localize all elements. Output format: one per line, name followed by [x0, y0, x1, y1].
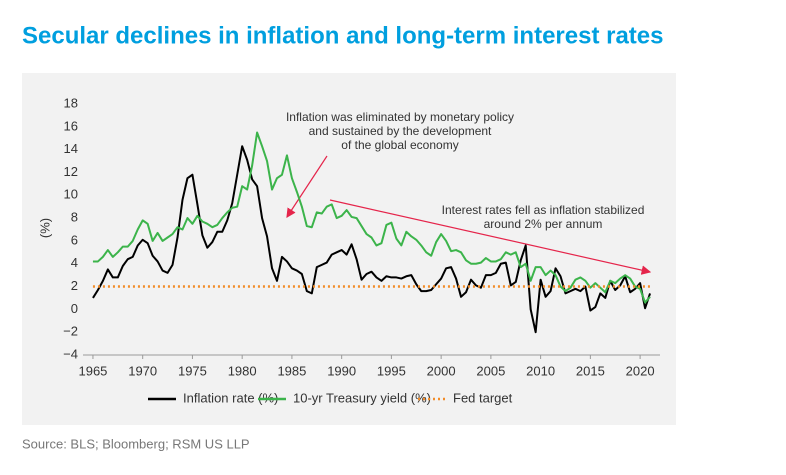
x-tick-label: 2015 — [576, 363, 605, 378]
annotation: Inflation was eliminated by monetary pol… — [286, 110, 514, 124]
y-tick-label: 14 — [64, 141, 78, 156]
y-tick-label: 12 — [64, 164, 78, 179]
legend-label: 10-yr Treasury yield (%) — [293, 390, 431, 405]
source: Source: BLS; Bloomberg; RSM US LLP — [22, 436, 250, 451]
series-line — [92, 131, 651, 304]
y-tick-label: 8 — [71, 210, 78, 225]
legend-label: Inflation rate (%) — [183, 390, 278, 405]
y-tick-label: 0 — [71, 301, 78, 316]
y-tick-label: 10 — [64, 187, 78, 202]
arrow — [286, 155, 328, 219]
x-tick-label: 1965 — [78, 363, 107, 378]
y-tick-label: 18 — [64, 95, 78, 110]
x-tick-label: 1990 — [327, 363, 356, 378]
y-axis-label: (%) — [37, 218, 52, 238]
y-tick-label: −4 — [63, 346, 78, 361]
y-tick-label: 6 — [71, 232, 78, 247]
x-tick-label: 1970 — [128, 363, 157, 378]
y-tick-label: 4 — [71, 255, 78, 270]
legend-label: Fed target — [453, 390, 513, 405]
chart-title: Secular declines in inflation and long-t… — [22, 22, 663, 49]
x-tick-label: 1995 — [377, 363, 406, 378]
x-tick-label: 1975 — [178, 363, 207, 378]
arrow — [329, 199, 652, 275]
annotation: of the global economy — [341, 138, 458, 152]
annotation: Interest rates fell as inflation stabili… — [442, 203, 645, 217]
x-tick-label: 2005 — [476, 363, 505, 378]
x-tick-label: 1985 — [277, 363, 306, 378]
y-tick-label: 16 — [64, 118, 78, 133]
x-tick-label: 2000 — [427, 363, 456, 378]
x-tick-label: 2020 — [626, 363, 655, 378]
y-tick-label: −2 — [63, 324, 78, 339]
annotation: around 2% per annum — [484, 217, 603, 231]
x-tick-label: 1980 — [228, 363, 257, 378]
annotation: and sustained by the development — [309, 124, 492, 138]
series-line — [92, 145, 651, 334]
x-tick-label: 2010 — [526, 363, 555, 378]
y-tick-label: 2 — [71, 278, 78, 293]
